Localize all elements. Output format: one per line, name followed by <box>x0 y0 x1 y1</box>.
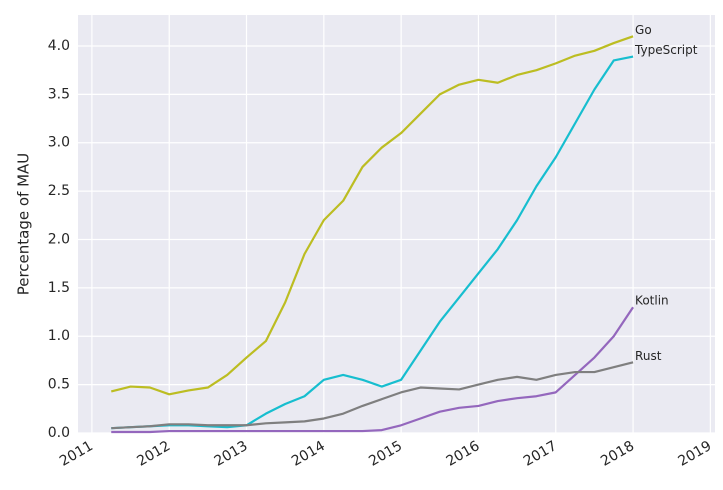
x-tick-label: 2015 <box>366 438 405 470</box>
x-tick-label: 2011 <box>57 438 96 470</box>
x-tick-label: 2012 <box>134 438 173 470</box>
y-tick-label: 4.0 <box>48 38 70 54</box>
y-axis-label: Percentage of MAU <box>15 153 33 296</box>
y-tick-label: 0.5 <box>48 377 70 393</box>
plot-background <box>78 15 715 433</box>
x-tick-label: 2017 <box>521 438 560 470</box>
x-tick-label: 2014 <box>289 438 328 470</box>
series-label: Go <box>635 23 652 37</box>
x-tick-label: 2019 <box>675 438 714 470</box>
y-tick-label: 2.5 <box>48 183 70 199</box>
y-tick-label: 1.0 <box>48 328 70 344</box>
x-tick-label: 2016 <box>444 438 483 470</box>
x-tick-label: 2013 <box>212 438 251 470</box>
line <box>111 361 634 430</box>
y-tick-label: 0.0 <box>48 425 70 441</box>
x-tick-label: 2018 <box>598 438 637 470</box>
series-label: Kotlin <box>635 294 669 308</box>
y-tick-label: 3.0 <box>48 135 70 151</box>
line <box>111 306 634 434</box>
y-tick-label: 1.5 <box>48 280 70 296</box>
series-label: Rust <box>635 349 662 363</box>
line <box>110 35 634 396</box>
y-tick-label: 3.5 <box>48 86 70 102</box>
y-tick-label: 2.0 <box>48 231 70 247</box>
series-label: TypeScript <box>634 43 698 57</box>
